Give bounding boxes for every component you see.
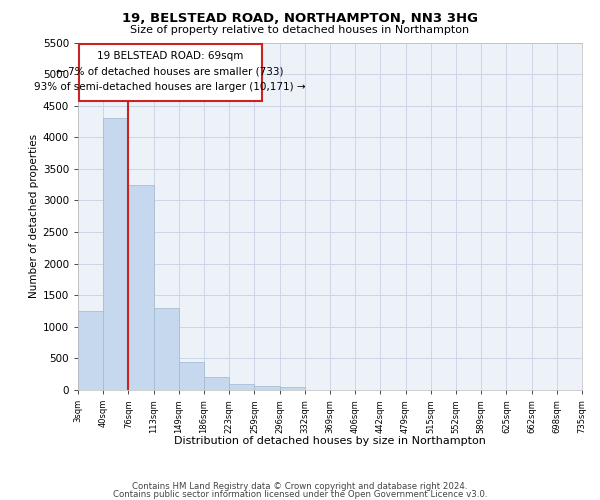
Bar [128,184,154,390]
Text: 93% of semi-detached houses are larger (10,171) →: 93% of semi-detached houses are larger (… [34,82,306,92]
Text: 19, BELSTEAD ROAD, NORTHAMPTON, NN3 3HG: 19, BELSTEAD ROAD, NORTHAMPTON, NN3 3HG [122,12,478,26]
Bar [254,386,280,390]
Text: Contains HM Land Registry data © Crown copyright and database right 2024.: Contains HM Land Registry data © Crown c… [132,482,468,491]
FancyBboxPatch shape [79,44,262,102]
Y-axis label: Number of detached properties: Number of detached properties [29,134,38,298]
Bar [179,362,204,390]
Bar [154,308,179,390]
X-axis label: Distribution of detached houses by size in Northampton: Distribution of detached houses by size … [174,436,486,446]
Text: ← 7% of detached houses are smaller (733): ← 7% of detached houses are smaller (733… [56,66,284,76]
Bar [280,386,305,390]
Bar [78,311,103,390]
Bar [103,118,128,390]
Text: 19 BELSTEAD ROAD: 69sqm: 19 BELSTEAD ROAD: 69sqm [97,51,244,61]
Bar [204,378,229,390]
Text: Contains public sector information licensed under the Open Government Licence v3: Contains public sector information licen… [113,490,487,499]
Text: Size of property relative to detached houses in Northampton: Size of property relative to detached ho… [130,25,470,35]
Bar [229,384,254,390]
